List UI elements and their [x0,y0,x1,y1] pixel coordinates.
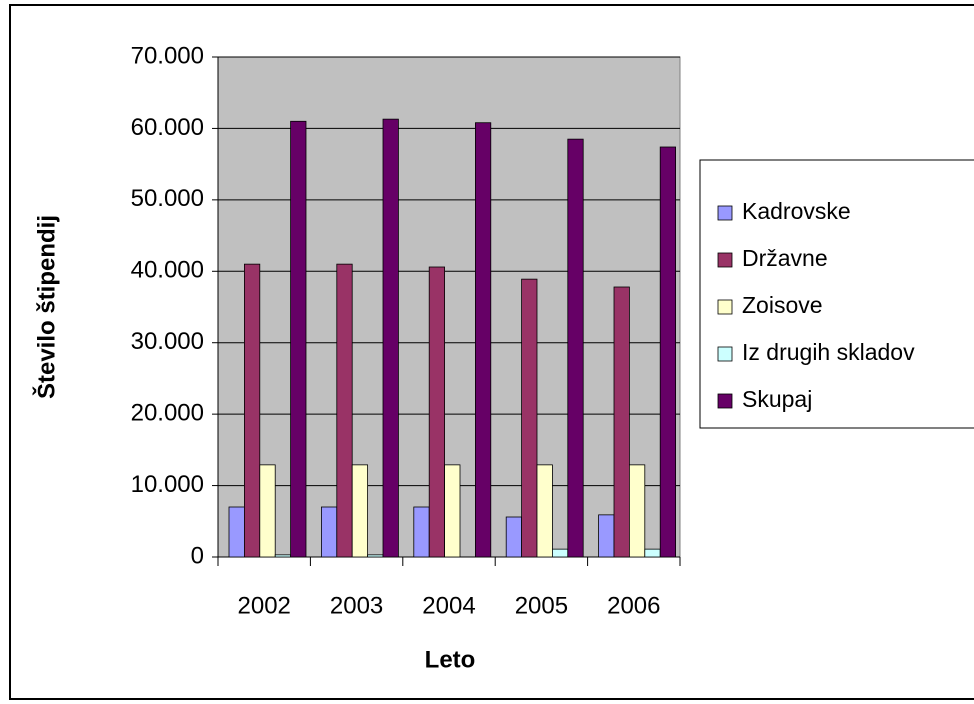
y-tick-label: 60.000 [131,114,204,141]
legend-swatch [717,393,733,409]
bar [351,464,369,558]
bar [644,548,661,558]
bar [552,548,569,558]
y-tick-label: 20.000 [131,399,204,426]
bar [567,138,584,558]
y-axis-label: Število štipendij [32,215,60,399]
bar [367,554,384,558]
bar [474,122,492,558]
bar [243,263,261,558]
x-axis-label: Leto [425,646,476,673]
x-tick-label: 2003 [330,592,383,619]
bar [382,118,399,558]
bar [228,506,245,558]
x-tick-label: 2002 [238,592,291,619]
legend-swatch [717,346,733,362]
bar [598,514,615,558]
bar [320,506,338,558]
bar [521,278,538,558]
bar [336,263,353,558]
legend-label: Državne [742,245,828,271]
bar [629,464,646,558]
bar [505,516,523,558]
bar [428,266,446,558]
bar [613,286,630,558]
legend-swatch [717,205,733,221]
legend-label: Zoisove [742,292,823,318]
legend-swatch [717,252,733,268]
x-tick-label: 2005 [515,592,568,619]
x-tick-label: 2006 [607,592,660,619]
bar [659,146,677,558]
y-tick-label: 50.000 [131,185,204,212]
y-tick-label: 70.000 [131,42,204,69]
legend-swatch [717,299,733,315]
legend-label: Skupaj [742,386,812,412]
y-tick-label: 0 [191,542,204,569]
y-tick-label: 30.000 [131,328,204,355]
x-tick-label: 2004 [422,592,475,619]
legend-label: Iz drugih skladov [742,339,915,365]
bar [444,464,461,558]
bar [274,554,292,558]
legend-label: Kadrovske [742,198,851,224]
bar [290,120,307,558]
bar [259,464,276,558]
legend [699,159,974,429]
y-tick-label: 40.000 [131,257,204,284]
bar [413,506,430,558]
y-tick-label: 10.000 [131,471,204,498]
bar [536,464,553,558]
